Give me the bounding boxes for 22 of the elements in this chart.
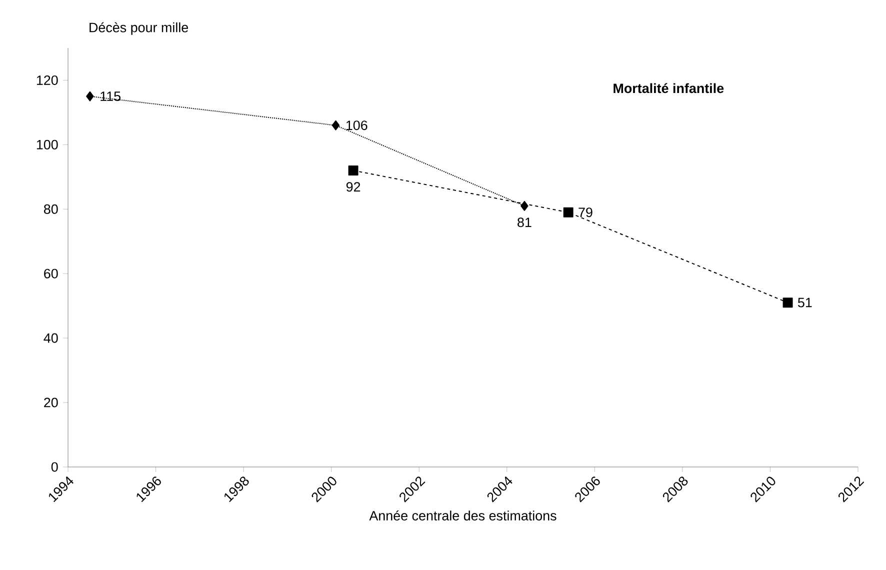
text: Mortalité infantile xyxy=(614,83,724,94)
x-axis-title: Année centrale des estimations xyxy=(369,510,556,520)
y-tick-label: 60 xyxy=(44,268,58,278)
y-tick-label: 120 xyxy=(36,75,58,85)
data-label: 79 xyxy=(578,208,592,218)
point xyxy=(348,165,358,176)
point xyxy=(520,200,528,211)
data-label: 51 xyxy=(798,298,812,308)
point xyxy=(563,207,574,218)
data-label: 115 xyxy=(100,92,120,102)
y-tick-label: 20 xyxy=(44,398,58,408)
y-tick-label: 40 xyxy=(44,333,58,343)
point xyxy=(782,298,793,308)
y-axis-title: Décès pour mille xyxy=(90,22,188,35)
y-tick-label: 100 xyxy=(36,140,58,150)
point xyxy=(86,91,94,102)
y-tick-label: 80 xyxy=(44,204,58,214)
point xyxy=(332,120,340,130)
data-label: 92 xyxy=(346,182,360,192)
data-label: 81 xyxy=(518,218,532,228)
data-label: 106 xyxy=(346,120,368,130)
y-tick-label: 0 xyxy=(51,462,58,472)
